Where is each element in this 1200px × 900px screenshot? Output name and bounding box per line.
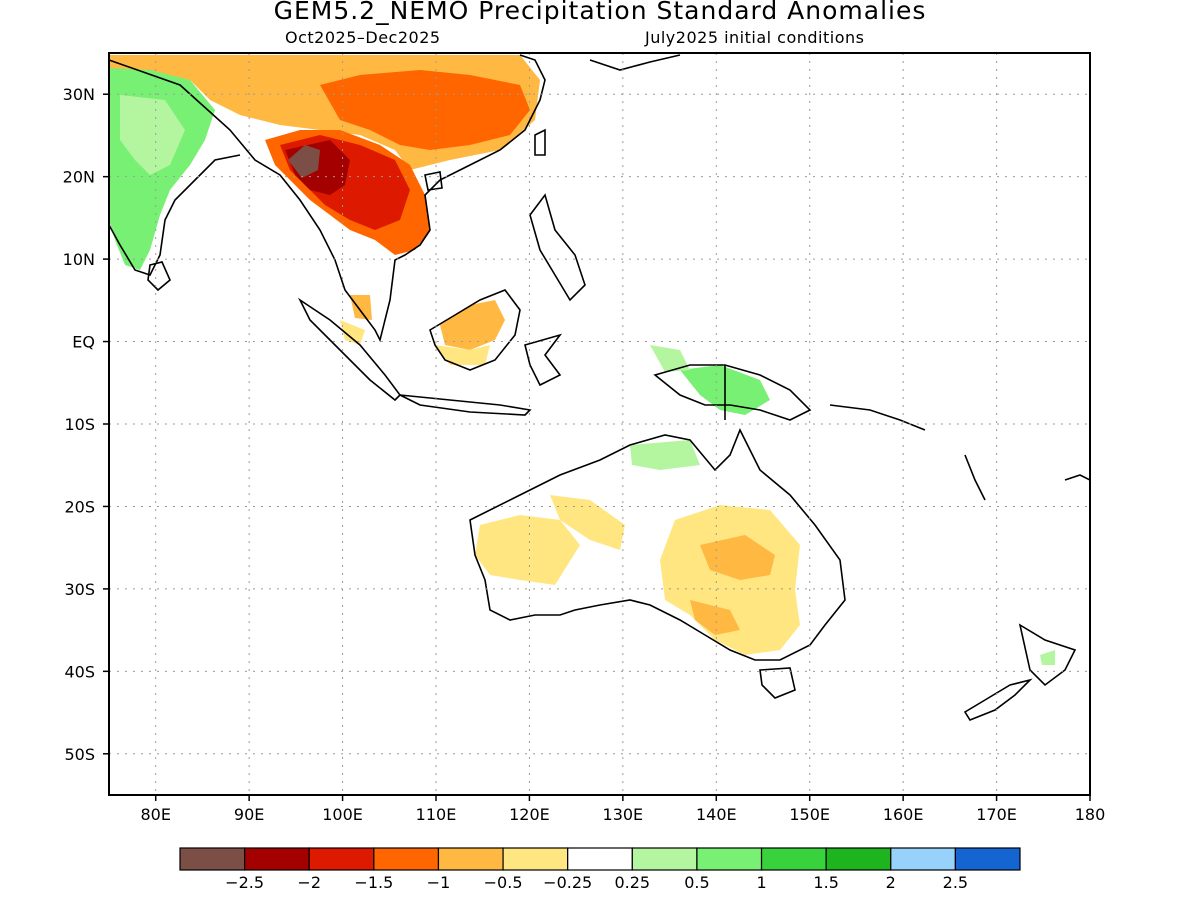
hainan xyxy=(424,171,443,191)
lat-label: 20N xyxy=(63,168,95,187)
java xyxy=(399,394,532,416)
lon-label: 160E xyxy=(883,805,924,824)
colorbar-label: −1.5 xyxy=(354,873,393,892)
taiwan xyxy=(534,128,546,156)
sri-lanka xyxy=(147,261,171,292)
colorbar-label: 0.25 xyxy=(614,873,650,892)
lon-label: 130E xyxy=(603,805,644,824)
lon-label: 140E xyxy=(696,805,737,824)
colorbar-swatch xyxy=(760,847,827,871)
new-guinea xyxy=(653,364,812,421)
sumatra-light xyxy=(340,320,365,345)
anomaly-fills xyxy=(109,55,1055,665)
lat-label: 40S xyxy=(64,662,95,681)
australia-east-light xyxy=(660,505,800,655)
colorbar-label: −0.25 xyxy=(543,873,592,892)
lon-label: 180 xyxy=(1075,805,1106,824)
colorbar-label: −0.5 xyxy=(484,873,523,892)
nz-north xyxy=(1018,623,1077,687)
asia-coast xyxy=(109,54,546,343)
india-positive-light xyxy=(120,95,185,175)
borneo-negative xyxy=(440,300,505,350)
forecast-period: Oct2025–Dec2025 xyxy=(285,28,441,47)
initial-conditions: July2025 initial conditions xyxy=(645,28,865,47)
lon-label: 110E xyxy=(416,805,457,824)
coastlines xyxy=(109,54,1090,721)
lat-label: 10N xyxy=(63,250,95,269)
lon-label: 170E xyxy=(976,805,1017,824)
colorbar-label: 1.5 xyxy=(813,873,838,892)
colorbar-label: 2 xyxy=(886,873,896,892)
australia-north-green xyxy=(630,440,700,470)
australia-central-light xyxy=(550,495,625,550)
lon-label: 100E xyxy=(322,805,363,824)
fiji xyxy=(1064,474,1090,481)
colorbar-swatch xyxy=(179,847,246,871)
lat-label: 50S xyxy=(64,745,95,764)
lon-label: 150E xyxy=(789,805,830,824)
colorbar-swatch xyxy=(373,847,440,871)
borneo-light xyxy=(435,345,490,365)
colorbar-swatch xyxy=(954,847,1021,871)
new-guinea-light xyxy=(650,345,690,372)
latitude-labels: 30N 20N 10N EQ 10S 20S 30S 40S 50S xyxy=(63,85,109,764)
colorbar-swatch xyxy=(890,847,956,871)
nz-south xyxy=(963,678,1033,721)
colorbar-swatch xyxy=(502,847,569,871)
lon-label: 120E xyxy=(509,805,550,824)
sulawesi xyxy=(524,333,563,387)
vanuatu xyxy=(964,454,986,501)
colorbar-swatch xyxy=(308,847,375,871)
colorbar-swatch xyxy=(244,847,310,871)
colorbar-swatch xyxy=(696,847,763,871)
colorbar-label: 2.5 xyxy=(943,873,968,892)
chart-title: GEM5.2_NEMO Precipitation Standard Anoma… xyxy=(273,0,927,25)
colorbar-swatch xyxy=(567,847,633,871)
malaya-negative xyxy=(350,295,372,320)
colorbar-label: 1 xyxy=(756,873,766,892)
australia-south-mid xyxy=(690,600,740,635)
longitude-labels: 80E 90E 100E 110E 120E 130E 140E 150E 160E 170E 18… xyxy=(140,795,1105,824)
colorbar-swatch xyxy=(437,847,504,871)
india-coast xyxy=(109,154,241,276)
colorbar-label: −2.5 xyxy=(225,873,264,892)
colorbar-swatch xyxy=(825,847,892,871)
lat-label: 30S xyxy=(64,580,95,599)
colorbar-label: −1 xyxy=(427,873,451,892)
colorbar-legend: −2.5 −2 −1.5 −1 −0.5 −0.25 0.25 0.5 1 1.5 2 2.5 xyxy=(179,847,1021,892)
lat-label: EQ xyxy=(72,333,95,352)
lat-label: 10S xyxy=(64,415,95,434)
japan xyxy=(589,54,681,71)
colorbar-swatch xyxy=(631,847,698,871)
australia-west-light xyxy=(475,515,580,585)
lon-label: 80E xyxy=(140,805,170,824)
philippines xyxy=(529,193,586,302)
australia-east-mid xyxy=(700,535,775,580)
tasmania xyxy=(759,667,796,699)
sumatra xyxy=(297,297,402,402)
gridlines xyxy=(109,53,1090,795)
lat-label: 20S xyxy=(64,497,95,516)
myanmar-extreme xyxy=(288,145,320,178)
lat-label: 30N xyxy=(63,85,95,104)
colorbar-label: −2 xyxy=(297,873,321,892)
colorbar-label: 0.5 xyxy=(684,873,709,892)
borneo xyxy=(429,289,521,371)
solomons xyxy=(829,404,926,431)
lon-label: 90E xyxy=(234,805,264,824)
nz-positive xyxy=(1040,650,1055,665)
china-negative xyxy=(320,70,530,150)
